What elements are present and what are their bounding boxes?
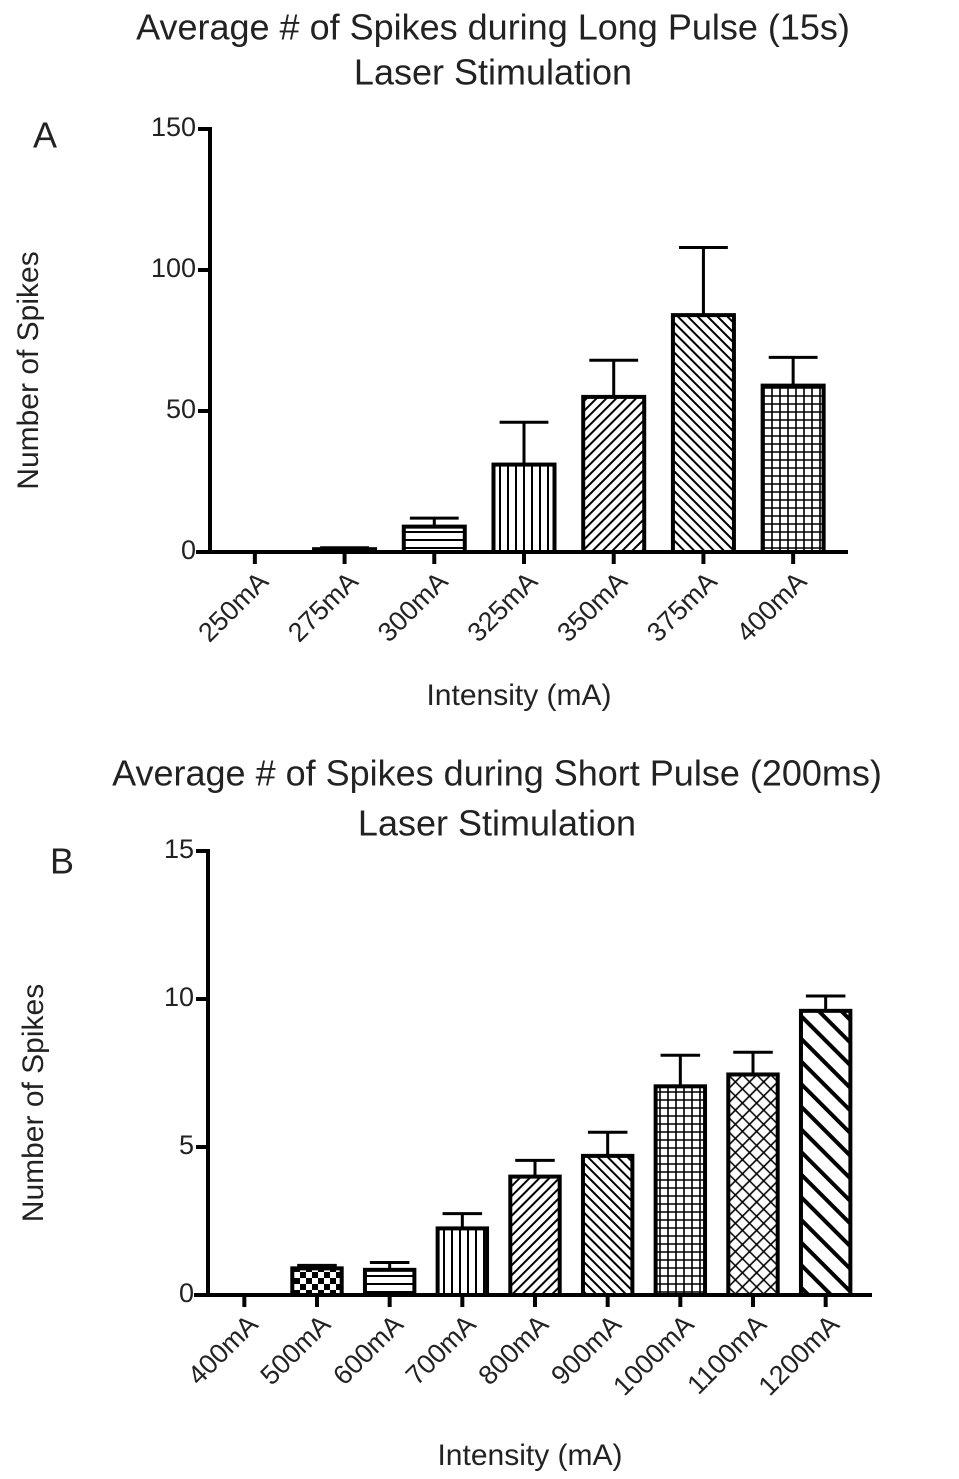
y-axis-label: Number of Spikes — [17, 984, 50, 1222]
x-tick-label: 250mA — [192, 566, 274, 648]
x-tick-label: 1000mA — [607, 1309, 699, 1401]
x-tick-label: 700mA — [400, 1309, 482, 1391]
y-tick-label: 50 — [166, 394, 196, 424]
bar — [401, 524, 467, 554]
y-axis-label: Number of Spikes — [12, 251, 45, 489]
chart-subtitle: Laser Stimulation — [358, 803, 636, 844]
y-tick-label: 5 — [179, 1130, 194, 1160]
x-tick-label: 350mA — [551, 566, 633, 648]
bar — [670, 313, 736, 554]
bar — [491, 462, 557, 554]
bar — [760, 383, 826, 554]
x-tick-label: 300mA — [372, 566, 454, 648]
chart-subtitle: Laser Stimulation — [354, 52, 632, 93]
y-tick-label: 150 — [151, 112, 196, 142]
x-tick-label: 275mA — [282, 566, 364, 648]
y-tick-label: 15 — [164, 834, 194, 864]
x-tick-label: 800mA — [473, 1309, 555, 1391]
x-tick-label: 500mA — [255, 1309, 337, 1391]
bar — [581, 394, 647, 554]
y-tick-label: 100 — [151, 253, 196, 283]
x-axis-label: Intensity (mA) — [437, 1439, 622, 1472]
y-tick-label: 0 — [181, 535, 196, 565]
bar — [580, 1153, 635, 1297]
x-tick-label: 325mA — [462, 566, 544, 648]
y-tick-label: 10 — [164, 982, 194, 1012]
y-tick-label: 0 — [179, 1278, 194, 1308]
x-tick-label: 400mA — [182, 1309, 264, 1391]
bar — [726, 1072, 780, 1297]
bar — [653, 1084, 708, 1297]
x-axis-label: Intensity (mA) — [426, 679, 611, 712]
bar — [508, 1174, 562, 1297]
bar — [362, 1267, 417, 1297]
x-tick-label: 375mA — [641, 566, 723, 648]
x-tick-label: 600mA — [327, 1309, 409, 1391]
chart-title: Average # of Spikes during Short Pulse (… — [112, 753, 882, 794]
chart-title: Average # of Spikes during Long Pulse (1… — [136, 7, 850, 48]
panel-label: A — [33, 115, 57, 156]
panel-label: B — [50, 841, 74, 882]
x-tick-label: 400mA — [731, 566, 813, 648]
bar — [435, 1226, 490, 1298]
x-tick-label: 1200mA — [753, 1309, 845, 1401]
bar — [290, 1266, 344, 1297]
bar — [798, 1008, 853, 1298]
